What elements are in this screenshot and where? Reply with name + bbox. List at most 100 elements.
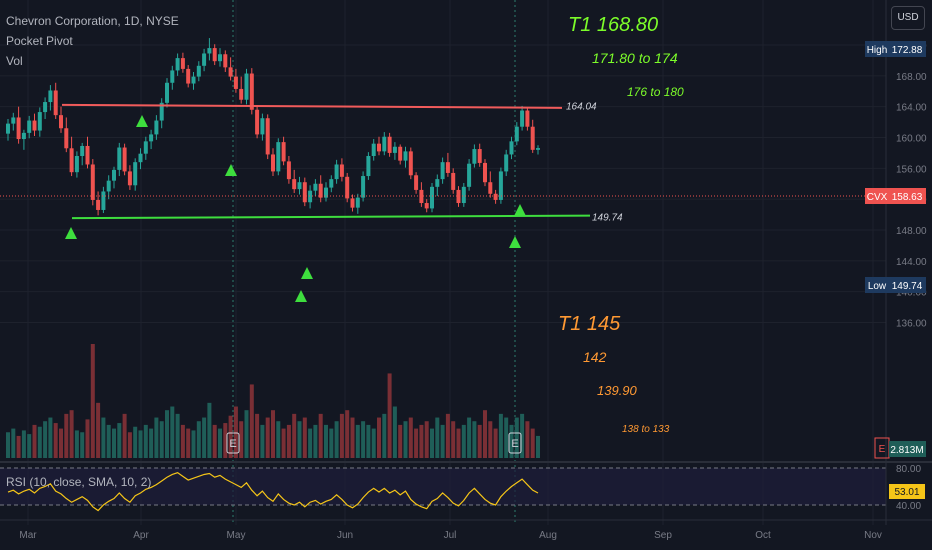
candle-body (498, 171, 503, 200)
candle-body (424, 203, 429, 209)
volume-bar (27, 434, 32, 458)
volume-bar (96, 402, 101, 458)
candle-body (212, 48, 217, 62)
support-line (71, 214, 591, 220)
earnings-marker-box (508, 432, 522, 454)
candle-body (525, 110, 530, 127)
volume-bar (408, 417, 413, 458)
price-tick: 144.00 (896, 257, 927, 268)
time-axis[interactable]: Mar Apr May Jun Jul Aug Sep Oct Nov (0, 519, 932, 541)
candle-body (80, 145, 85, 156)
volume-bar (371, 428, 376, 458)
volume-bar (424, 421, 429, 458)
high-badge-value: 172.88 (892, 45, 923, 56)
support-label: 149.74 (592, 213, 623, 224)
volume-bar (133, 426, 138, 458)
volume-bar (281, 428, 286, 458)
candle-body (165, 82, 169, 103)
candle-body (186, 68, 191, 84)
candle-body (334, 164, 339, 180)
month-label: Aug (539, 530, 557, 541)
candle-body (504, 154, 509, 172)
resistance-line (61, 103, 563, 109)
candle-body (408, 151, 413, 176)
volume-bar (286, 424, 291, 458)
low-badge: Low 149.74 (865, 277, 926, 293)
annotation-target-down: 142 (583, 349, 607, 365)
annotation-target-up: 176 to 180 (627, 85, 684, 99)
candle-body (64, 128, 69, 149)
pocket-pivot-triangle (136, 115, 148, 127)
candle-body (308, 190, 313, 203)
volume-bar (292, 413, 297, 458)
volume-bar (488, 421, 493, 458)
candle-body (122, 147, 127, 172)
volume-bar (32, 424, 37, 458)
candle-body (159, 102, 164, 121)
volume-bar (414, 428, 419, 458)
volume-bar (59, 428, 63, 458)
volume-bar (212, 424, 217, 458)
volume-bar (191, 430, 196, 458)
volume-bar (90, 344, 95, 458)
candle-body (324, 187, 328, 198)
volume-bar (419, 424, 424, 458)
candle-body (445, 162, 450, 173)
volume-badge: E 2.813M (874, 437, 926, 459)
volume-earnings-label: E (879, 444, 886, 455)
volume-bar (302, 417, 307, 458)
candlesticks[interactable] (6, 38, 540, 216)
rsi-tick: 40.00 (896, 501, 921, 512)
candle-body (350, 198, 355, 208)
volume-bar (430, 428, 434, 458)
candle-body (530, 126, 535, 150)
price-axis[interactable]: 172.00168.00164.00160.00156.00152.00148.… (0, 0, 927, 525)
pocket-pivot-markers (65, 115, 526, 302)
price-levels: 164.04 149.74 (61, 101, 623, 224)
volume-bar (239, 421, 244, 458)
volume-bar (324, 424, 328, 458)
candle-body (345, 176, 350, 199)
volume-bar (53, 423, 58, 458)
candle-body (170, 70, 175, 83)
volume-bar (456, 428, 461, 458)
currency-button[interactable]: USD (891, 6, 925, 30)
volume-bar (483, 410, 487, 458)
volume-bar (297, 421, 302, 458)
volume-bar (159, 421, 164, 458)
candle-body (21, 132, 26, 140)
last-price-label: CVX (867, 192, 888, 203)
earnings-marker: E (229, 438, 236, 450)
candle-body (191, 76, 196, 84)
month-label: Jul (444, 530, 457, 541)
volume-bar (493, 428, 498, 458)
candle-body (37, 112, 42, 131)
candle-body (96, 199, 101, 210)
candle-body (223, 54, 228, 68)
volume-bar (143, 424, 148, 458)
volume-bar (382, 413, 387, 458)
volume-bar (440, 424, 445, 458)
candle-body (509, 141, 514, 155)
candle-body (414, 175, 419, 190)
candle-body (430, 186, 434, 209)
candle-body (419, 189, 424, 204)
candle-body (297, 182, 302, 190)
volume-bar (355, 424, 360, 458)
candle-body (276, 142, 281, 172)
candle-body (451, 172, 456, 190)
volume-bar (435, 417, 440, 458)
volume-bar (85, 419, 90, 458)
volume-bar (207, 402, 212, 458)
candle-body (281, 142, 286, 162)
price-tick: 160.00 (896, 134, 927, 145)
low-badge-value: 149.74 (892, 281, 923, 292)
volume-bar (398, 424, 403, 458)
candle-body (514, 126, 519, 142)
volume-bar (223, 423, 228, 458)
symbol-title: Chevron Corporation, 1D, NYSE (6, 14, 179, 28)
candle-body (133, 162, 138, 186)
candle-body (488, 182, 493, 194)
